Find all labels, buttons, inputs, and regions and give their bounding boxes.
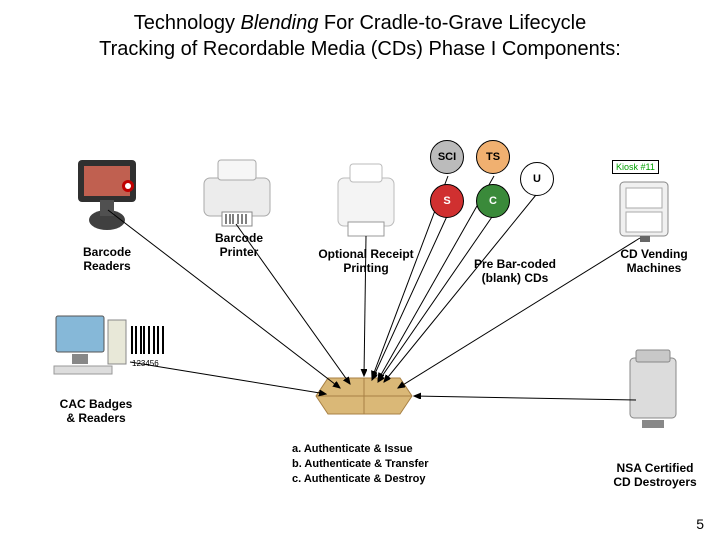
steps-list: a. Authenticate & Issue b. Authenticate … [292,442,429,487]
label-nsa-destroyers: NSA Certified CD Destroyers [600,462,710,490]
svg-text:123456: 123456 [132,359,159,368]
barcode-printer-icon [204,160,270,226]
title-part-c: For Cradle-to-Grave Lifecycle [318,12,586,34]
page-title: Technology Blending For Cradle-to-Grave … [30,10,690,62]
disc-ts-label: TS [486,151,500,163]
label-optional-receipt: Optional Receipt Printing [310,248,422,276]
label-cac-badges: CAC Badges & Readers [46,398,146,426]
arrows [108,176,640,400]
cd-destroyer-icon [630,350,676,428]
title-part-a: Technology [134,12,241,34]
hub-box-icon [316,378,412,414]
label-barcode-readers: Barcode Readers [62,246,152,274]
title-line2: Tracking of Recordable Media (CDs) Phase… [99,38,621,60]
disc-s-label: S [443,195,450,207]
barcode-reader-icon [78,160,136,230]
step-c: c. Authenticate & Destroy [292,472,429,487]
label-barcode-printer: Barcode Printer [194,232,284,260]
disc-u: U [520,162,554,196]
label-cd-vending: CD Vending Machines [604,248,704,276]
disc-c: C [476,184,510,218]
disc-ts: TS [476,140,510,174]
step-b: b. Authenticate & Transfer [292,457,429,472]
cac-reader-icon: 123456 [54,316,163,374]
disc-sci-label: SCI [438,151,456,163]
disc-sci: SCI [430,140,464,174]
title-part-italic: Blending [241,12,319,34]
disc-u-label: U [533,173,541,185]
kiosk-tag: Kiosk #11 [612,160,659,174]
step-a: a. Authenticate & Issue [292,442,429,457]
label-pre-barcoded: Pre Bar-coded (blank) CDs [460,258,570,286]
vending-machine-icon [620,182,668,242]
disc-s: S [430,184,464,218]
disc-c-label: C [489,195,497,207]
receipt-printer-icon [338,164,394,236]
page-number: 5 [696,516,704,532]
